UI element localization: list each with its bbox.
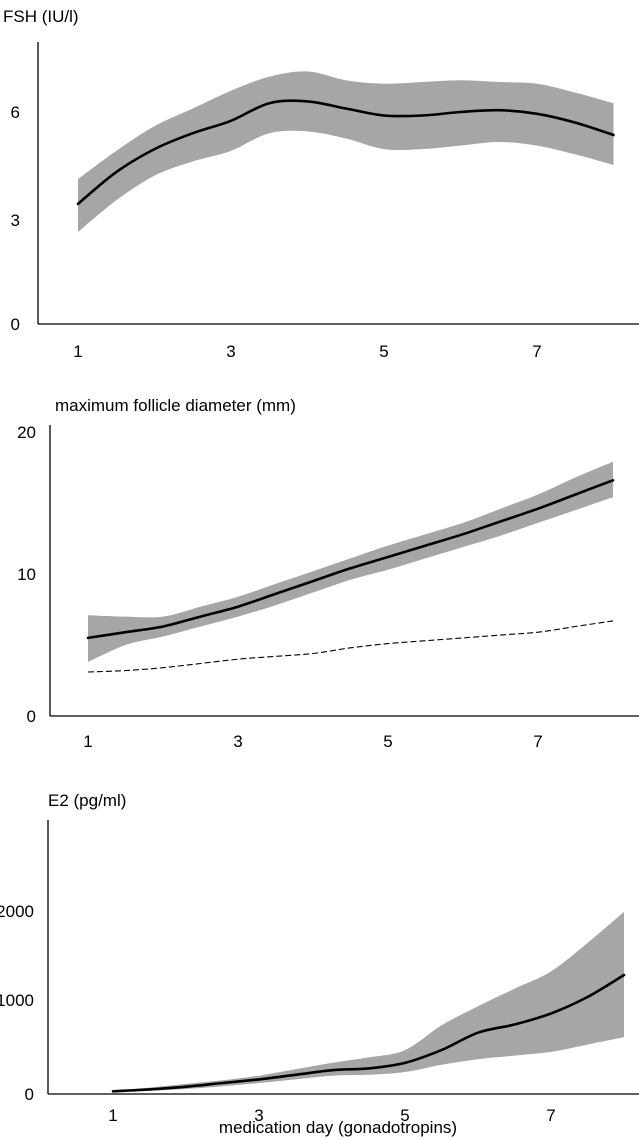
fsh-title: FSH (IU/l) — [3, 7, 79, 26]
follicle-ytick-10: 10 — [17, 565, 36, 584]
follicle-xtick-1: 1 — [83, 732, 92, 751]
fsh-panel: FSH (IU/l) 0 3 6 1 3 5 7 — [3, 7, 639, 361]
fsh-mean-line — [76, 99, 615, 206]
e2-xtick-7: 7 — [546, 1106, 555, 1125]
e2-xtick-1: 1 — [108, 1106, 117, 1125]
follicle-ytick-20: 20 — [17, 423, 36, 442]
follicle-title: maximum follicle diameter (mm) — [55, 396, 296, 415]
e2-title: E2 (pg/ml) — [48, 791, 126, 810]
fsh-xtick-5: 5 — [379, 342, 388, 361]
e2-xtick-5: 5 — [400, 1106, 409, 1125]
follicle-xtick-5: 5 — [383, 732, 392, 751]
follicle-ytick-0: 0 — [27, 707, 36, 726]
fsh-xtick-1: 1 — [73, 342, 82, 361]
e2-ytick-1000: 1000 — [0, 991, 34, 1010]
e2-x-axis-label: medication day (gonadotropins) — [219, 1118, 457, 1137]
e2-mean-line — [111, 973, 626, 1093]
follicle-confidence-band — [88, 461, 613, 662]
e2-confidence-band — [113, 911, 624, 1093]
follicle-mean-line — [86, 479, 615, 640]
fsh-ytick-0: 0 — [11, 315, 20, 334]
follicle-panel: maximum follicle diameter (mm) 0 10 20 1… — [17, 396, 639, 751]
follicle-xtick-7: 7 — [533, 732, 542, 751]
fsh-confidence-band — [78, 71, 614, 233]
fsh-ytick-6: 6 — [11, 103, 20, 122]
e2-xtick-3: 3 — [254, 1106, 263, 1125]
fsh-ytick-3: 3 — [11, 211, 20, 230]
e2-ytick-0: 0 — [25, 1085, 34, 1104]
e2-ytick-2000: 2000 — [0, 902, 34, 921]
follicle-xtick-3: 3 — [233, 732, 242, 751]
fsh-xtick-3: 3 — [226, 342, 235, 361]
fsh-xtick-7: 7 — [532, 342, 541, 361]
e2-panel: E2 (pg/ml) 0 1000 2000 1 3 5 7 medicatio… — [0, 791, 639, 1137]
follicle-dashed-line — [87, 620, 614, 673]
